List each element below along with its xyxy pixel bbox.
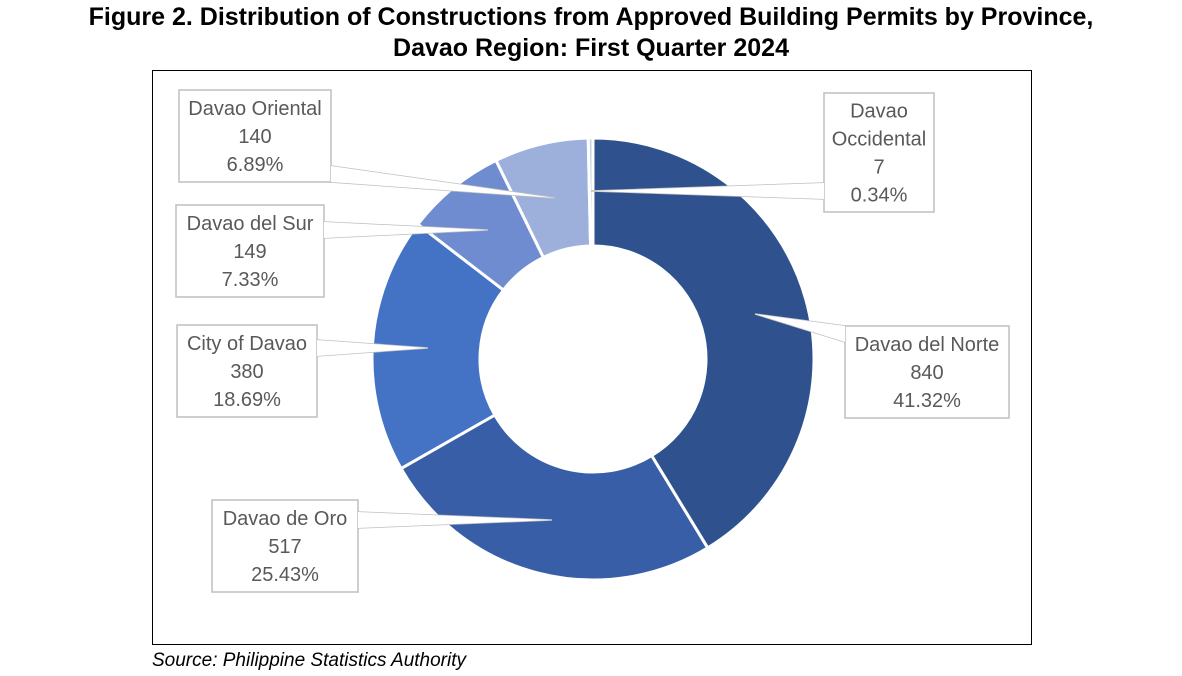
label-percent: 25.43% [251, 564, 319, 586]
label-percent: 18.69% [213, 389, 281, 411]
callout-fill [317, 340, 428, 356]
callout-fill [324, 222, 488, 238]
label-value: 7 [873, 157, 884, 179]
data-label-davao-del-norte: Davao del Norte 840 41.32% [754, 313, 1010, 419]
label-value: 840 [910, 362, 943, 384]
label-name: Davao del Sur [187, 213, 314, 235]
label-percent: 7.33% [222, 269, 279, 291]
label-name: Occidental [832, 129, 927, 151]
slice-davao-occidental [586, 136, 595, 248]
label-box [175, 204, 325, 298]
callout-fill [358, 512, 552, 528]
label-name: Davao del Norte [855, 334, 1000, 356]
label-name: Davao de Oro [223, 508, 348, 530]
label-name: Davao Oriental [188, 98, 321, 120]
slice-davao-de-oro [398, 412, 710, 582]
callout-fill [755, 314, 845, 342]
label-name: Davao [850, 101, 908, 123]
data-label-davao-oriental: Davao Oriental 140 6.89% [178, 89, 556, 199]
label-value: 140 [238, 126, 271, 148]
label-box [176, 324, 318, 418]
label-box [844, 325, 1010, 419]
callout-fill [331, 166, 555, 198]
label-percent: 41.32% [893, 390, 961, 412]
data-label-city-of-davao: City of Davao 380 18.69% [176, 324, 429, 418]
label-box [178, 89, 332, 183]
label-name: City of Davao [187, 333, 307, 355]
chart-title: Figure 2. Distribution of Constructions … [0, 2, 1182, 64]
data-label-davao-occidental: Davao Occidental 7 0.34% [590, 92, 935, 213]
chart-frame [152, 70, 1032, 645]
label-percent: 0.34% [851, 185, 908, 207]
source-note: Source: Philippine Statistics Authority [152, 650, 467, 671]
label-percent: 6.89% [227, 154, 284, 176]
label-box [823, 92, 935, 213]
label-box [211, 499, 359, 593]
chart-title-line-1: Figure 2. Distribution of Constructions … [88, 3, 1094, 31]
chart-title-line-2: Davao Region: First Quarter 2024 [393, 34, 789, 62]
label-value: 380 [230, 361, 263, 383]
data-label-davao-del-sur: Davao del Sur 149 7.33% [175, 204, 489, 298]
label-value: 149 [233, 241, 266, 263]
callout-fill [591, 183, 824, 199]
label-value: 517 [268, 536, 301, 558]
data-label-davao-de-oro: Davao de Oro 517 25.43% [211, 499, 553, 593]
